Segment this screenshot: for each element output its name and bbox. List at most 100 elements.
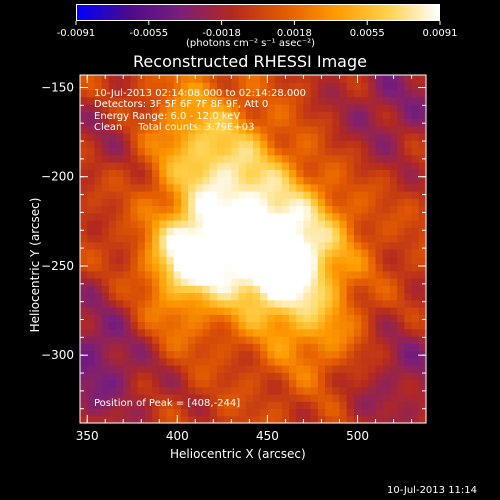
heatmap-cell	[195, 154, 204, 163]
heatmap-cell	[238, 183, 247, 192]
heatmap-cell	[389, 111, 398, 120]
heatmap-cell	[368, 227, 377, 236]
heatmap-cell	[130, 372, 139, 381]
heatmap-cell	[94, 82, 103, 91]
heatmap-cell	[188, 234, 196, 243]
heatmap-cell	[195, 386, 204, 395]
heatmap-cell	[209, 249, 218, 257]
heatmap-cell	[375, 125, 384, 134]
heatmap-cell	[332, 350, 341, 359]
heatmap-cell	[216, 205, 225, 214]
heatmap-cell	[260, 125, 269, 134]
heatmap-cell	[303, 118, 312, 127]
heatmap-cell	[80, 307, 88, 315]
heatmap-cell	[245, 118, 254, 127]
heatmap-cell	[382, 321, 391, 330]
heatmap-cell	[310, 365, 319, 373]
y-tick-label: −250	[41, 259, 74, 273]
heatmap-cell	[332, 191, 341, 199]
heatmap-cell	[404, 82, 413, 91]
heatmap-cell	[310, 343, 319, 352]
heatmap-cell	[159, 111, 168, 120]
heatmap-cell	[116, 169, 124, 178]
heatmap-cell	[80, 220, 88, 228]
heatmap-cell	[80, 314, 88, 323]
heatmap-cell	[224, 104, 232, 112]
heatmap-cell	[382, 285, 391, 294]
heatmap-cell	[317, 365, 326, 373]
heatmap-cell	[238, 147, 247, 156]
heatmap-cell	[361, 357, 369, 366]
heatmap-cell	[123, 191, 132, 199]
heatmap-cell	[231, 357, 240, 366]
heatmap-cell	[296, 408, 305, 417]
heatmap-cell	[368, 147, 377, 156]
heatmap-cell	[216, 227, 225, 236]
heatmap-cell	[260, 183, 269, 192]
heatmap-image	[80, 75, 427, 424]
heatmap-cell	[353, 220, 362, 228]
heatmap-cell	[274, 256, 283, 265]
heatmap-cell	[238, 118, 247, 127]
heatmap-cell	[404, 205, 413, 214]
heatmap-cell	[116, 220, 124, 228]
x-tick-label: 450	[256, 429, 279, 443]
heatmap-cell	[231, 401, 240, 410]
x-axis-label: Heliocentric X (arcsec)	[170, 447, 306, 461]
heatmap-cell	[159, 292, 168, 301]
heatmap-cell	[116, 183, 124, 192]
heatmap-cell	[123, 220, 132, 228]
heatmap-cell	[123, 357, 132, 366]
heatmap-cell	[274, 118, 283, 127]
heatmap-cell	[389, 176, 398, 185]
heatmap-cell	[144, 263, 153, 272]
heatmap-cell	[94, 365, 103, 373]
heatmap-cell	[224, 350, 232, 359]
heatmap-cell	[94, 154, 103, 163]
heatmap-cell	[137, 191, 146, 199]
heatmap-cell	[411, 372, 420, 381]
heatmap-cell	[418, 75, 427, 83]
heatmap-cell	[209, 263, 218, 272]
heatmap-cell	[281, 328, 290, 337]
heatmap-cell	[231, 104, 240, 112]
heatmap-cell	[339, 96, 348, 105]
heatmap-cell	[188, 176, 196, 185]
heatmap-cell	[303, 75, 312, 83]
heatmap-cell	[353, 365, 362, 373]
heatmap-cell	[267, 343, 276, 352]
heatmap-cell	[130, 133, 139, 141]
heatmap-cell	[361, 183, 369, 192]
heatmap-cell	[202, 191, 211, 199]
heatmap-cell	[317, 133, 326, 141]
heatmap-cell	[209, 133, 218, 141]
heatmap-cell	[339, 278, 348, 286]
heatmap-cell	[368, 263, 377, 272]
heatmap-cell	[382, 154, 391, 163]
heatmap-cell	[382, 350, 391, 359]
heatmap-cell	[80, 394, 88, 402]
heatmap-cell	[173, 241, 182, 250]
heatmap-cell	[368, 191, 377, 199]
heatmap-cell	[94, 220, 103, 228]
heatmap-cell	[346, 307, 355, 315]
heatmap-cell	[339, 285, 348, 294]
heatmap-cell	[339, 321, 348, 330]
heatmap-cell	[346, 263, 355, 272]
heatmap-cell	[310, 125, 319, 134]
heatmap-cell	[303, 169, 312, 178]
heatmap-cell	[180, 191, 189, 199]
heatmap-cell	[224, 111, 232, 120]
heatmap-cell	[317, 299, 326, 308]
heatmap-cell	[137, 379, 146, 388]
heatmap-cell	[389, 263, 398, 272]
heatmap-cell	[303, 263, 312, 272]
heatmap-cell	[368, 205, 377, 214]
heatmap-cell	[346, 394, 355, 402]
heatmap-cell	[346, 133, 355, 141]
heatmap-cell	[238, 133, 247, 141]
heatmap-cell	[209, 328, 218, 337]
heatmap-cell	[238, 234, 247, 243]
heatmap-cell	[108, 191, 117, 199]
heatmap-cell	[188, 191, 196, 199]
